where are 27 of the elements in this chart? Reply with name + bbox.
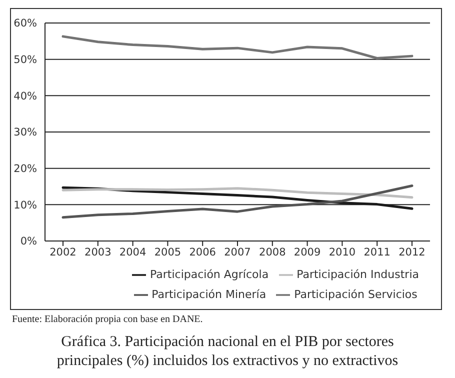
y-tick-label: 40% [14, 90, 38, 102]
x-tick-label: 2009 [294, 246, 321, 258]
x-tick-label: 2006 [189, 246, 216, 258]
x-tick-label: 2005 [154, 246, 182, 258]
y-tick-label: 10% [14, 199, 38, 212]
y-tick-label: 30% [14, 126, 38, 139]
source-note: Fuente: Elaboración propia con base en DANE. [12, 314, 204, 325]
legend-label: Participación Industria [296, 268, 419, 281]
x-tick-label: 2008 [259, 246, 286, 258]
x-tick-label: 2003 [84, 246, 112, 258]
text: Gráfica 3. Participación nacional en el PIB por sectores principales (%) incluidos los extractivos y no extractivos [56, 333, 400, 371]
y-tick-label: 60% [14, 18, 38, 30]
x-tick-label: 2007 [224, 246, 251, 258]
y-tick-label: 50% [14, 54, 38, 66]
x-tick-label: 2012 [398, 246, 426, 258]
x-tick-label: 2002 [50, 246, 76, 258]
line-series [62, 184, 414, 219]
x-tick-label: 2010 [328, 246, 356, 258]
x-tick-label: 2004 [119, 246, 146, 258]
x-tick-label: 2011 [364, 246, 390, 258]
y-tick-label: 0% [20, 236, 38, 248]
line-series [62, 35, 414, 60]
legend-label: Participación Servicios [294, 288, 418, 301]
y-tick-label: 20% [14, 163, 38, 176]
legend-label: Participación Agrícola [150, 268, 269, 281]
line-series [62, 187, 414, 199]
legend-label: Participación Minería [152, 288, 266, 301]
